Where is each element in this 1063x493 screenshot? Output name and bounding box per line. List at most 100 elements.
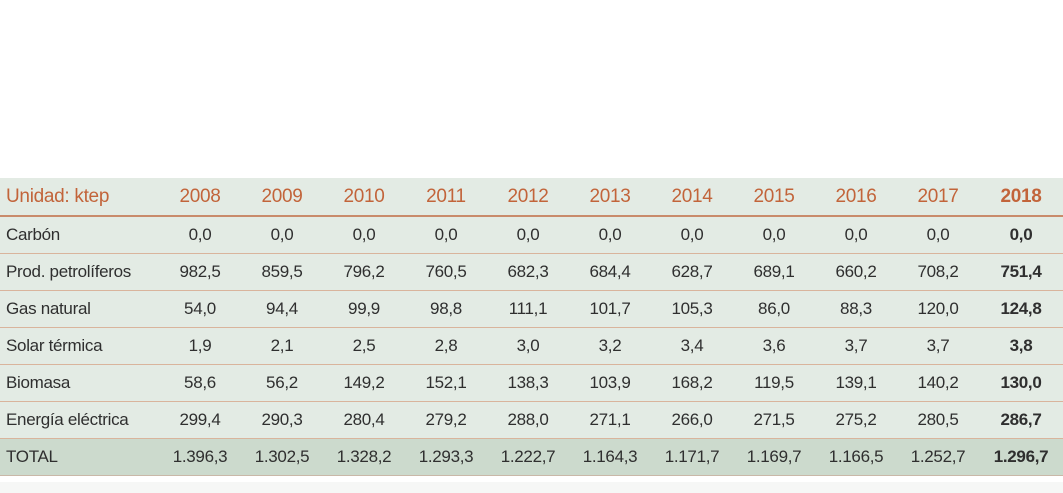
total-row: TOTAL 1.396,3 1.302,5 1.328,2 1.293,3 1.222,7…	[0, 438, 1063, 476]
table-cell: 299,4	[159, 401, 241, 439]
table-cell: 3,7	[815, 327, 897, 365]
table-cell: 0,0	[733, 216, 815, 254]
year-header: 2015	[733, 178, 815, 217]
table-cell: 98,8	[405, 290, 487, 328]
energy-consumption-table: Unidad: ktep 2008 2009 2010 2011 2012 20…	[0, 178, 1063, 476]
total-cell: 1.222,7	[487, 438, 569, 476]
table-row: Carbón 0,0 0,0 0,0 0,0 0,0 0,0 0,0 0,0 0,0 0,0 0,0	[0, 216, 1063, 254]
year-header: 2009	[241, 178, 323, 217]
row-label: Prod. petrolíferos	[0, 253, 159, 291]
year-header: 2014	[651, 178, 733, 217]
year-header: 2013	[569, 178, 651, 217]
total-cell: 1.166,5	[815, 438, 897, 476]
table-cell: 279,2	[405, 401, 487, 439]
table-cell: 1,9	[159, 327, 241, 365]
table-cell: 275,2	[815, 401, 897, 439]
table-cell: 684,4	[569, 253, 651, 291]
table-cell: 149,2	[323, 364, 405, 402]
table-cell: 3,4	[651, 327, 733, 365]
table-cell: 3,2	[569, 327, 651, 365]
table-cell: 0,0	[241, 216, 323, 254]
table-cell: 0,0	[323, 216, 405, 254]
table-cell: 139,1	[815, 364, 897, 402]
table-cell: 103,9	[569, 364, 651, 402]
table-cell: 88,3	[815, 290, 897, 328]
table-cell: 280,4	[323, 401, 405, 439]
table-cell: 0,0	[897, 216, 979, 254]
table-cell: 0,0	[405, 216, 487, 254]
table-row: Prod. petrolíferos 982,5 859,5 796,2 760,5 68…	[0, 253, 1063, 291]
table-cell: 105,3	[651, 290, 733, 328]
table-cell: 140,2	[897, 364, 979, 402]
total-cell: 1.252,7	[897, 438, 979, 476]
table-cell: 682,3	[487, 253, 569, 291]
table-cell: 0,0	[159, 216, 241, 254]
table-cell: 99,9	[323, 290, 405, 328]
table-cell: 168,2	[651, 364, 733, 402]
row-label: Solar térmica	[0, 327, 159, 365]
total-cell: 1.293,3	[405, 438, 487, 476]
total-cell: 1.169,7	[733, 438, 815, 476]
row-label: Biomasa	[0, 364, 159, 402]
table-body: Carbón 0,0 0,0 0,0 0,0 0,0 0,0 0,0 0,0 0,0 0,0 0,0 P…	[0, 216, 1063, 476]
total-cell: 1.302,5	[241, 438, 323, 476]
table-cell: 2,8	[405, 327, 487, 365]
table-cell: 0,0	[569, 216, 651, 254]
year-header-latest: 2018	[979, 178, 1063, 217]
table-cell: 54,0	[159, 290, 241, 328]
table-cell: 58,6	[159, 364, 241, 402]
row-label: Energía eléctrica	[0, 401, 159, 439]
total-cell: 1.296,7	[979, 438, 1063, 476]
table-cell: 288,0	[487, 401, 569, 439]
energy-table-container: Unidad: ktep 2008 2009 2010 2011 2012 20…	[0, 178, 1063, 476]
row-label: Carbón	[0, 216, 159, 254]
table-cell: 111,1	[487, 290, 569, 328]
year-header: 2012	[487, 178, 569, 217]
table-row: Biomasa 58,6 56,2 149,2 152,1 138,3 103,9 168,2…	[0, 364, 1063, 402]
table-cell: 94,4	[241, 290, 323, 328]
table-cell: 119,5	[733, 364, 815, 402]
table-cell: 859,5	[241, 253, 323, 291]
total-cell: 1.396,3	[159, 438, 241, 476]
table-cell: 286,7	[979, 401, 1063, 439]
table-cell: 2,5	[323, 327, 405, 365]
table-cell: 0,0	[979, 216, 1063, 254]
table-cell: 152,1	[405, 364, 487, 402]
table-cell: 56,2	[241, 364, 323, 402]
table-cell: 271,1	[569, 401, 651, 439]
table-cell: 0,0	[651, 216, 733, 254]
table-cell: 0,0	[815, 216, 897, 254]
table-bottom-strip	[0, 482, 1063, 493]
year-header: 2008	[159, 178, 241, 217]
table-cell: 3,0	[487, 327, 569, 365]
table-cell: 120,0	[897, 290, 979, 328]
total-cell: 1.164,3	[569, 438, 651, 476]
table-row: Gas natural 54,0 94,4 99,9 98,8 111,1 101,7 105…	[0, 290, 1063, 328]
table-cell: 101,7	[569, 290, 651, 328]
unit-header: Unidad: ktep	[0, 178, 159, 217]
table-cell: 280,5	[897, 401, 979, 439]
table-cell: 271,5	[733, 401, 815, 439]
table-row: Energía eléctrica 299,4 290,3 280,4 279,2 288…	[0, 401, 1063, 439]
table-cell: 2,1	[241, 327, 323, 365]
table-cell: 660,2	[815, 253, 897, 291]
table-cell: 86,0	[733, 290, 815, 328]
table-cell: 751,4	[979, 253, 1063, 291]
table-cell: 689,1	[733, 253, 815, 291]
table-cell: 124,8	[979, 290, 1063, 328]
total-cell: 1.171,7	[651, 438, 733, 476]
table-cell: 290,3	[241, 401, 323, 439]
table-cell: 982,5	[159, 253, 241, 291]
table-cell: 760,5	[405, 253, 487, 291]
year-header: 2017	[897, 178, 979, 217]
table-cell: 0,0	[487, 216, 569, 254]
table-row: Solar térmica 1,9 2,1 2,5 2,8 3,0 3,2 3,4 3,6 3,7…	[0, 327, 1063, 365]
table-cell: 3,8	[979, 327, 1063, 365]
table-cell: 3,6	[733, 327, 815, 365]
table-header-row: Unidad: ktep 2008 2009 2010 2011 2012 20…	[0, 178, 1063, 217]
table-cell: 138,3	[487, 364, 569, 402]
year-header: 2016	[815, 178, 897, 217]
table-cell: 130,0	[979, 364, 1063, 402]
year-header: 2011	[405, 178, 487, 217]
total-label: TOTAL	[0, 438, 159, 476]
